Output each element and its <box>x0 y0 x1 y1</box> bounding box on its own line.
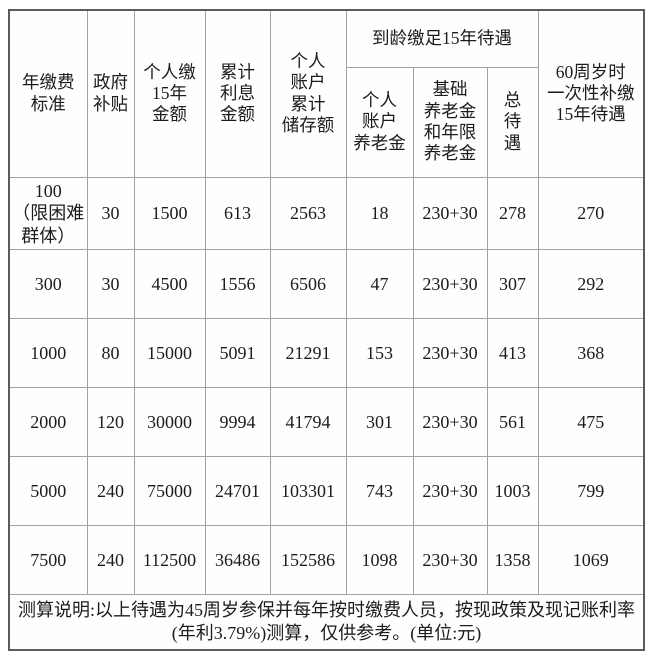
group-header-benefits-after-15yr: 到龄缴足15年待遇 <box>345 9 539 68</box>
table-cell: 15000 <box>133 318 206 388</box>
table-row: 5000 240 75000 24701 103301 743 230+30 1003 799 <box>8 456 645 526</box>
table-cell: 230+30 <box>412 456 488 526</box>
table-cell: 120 <box>86 387 135 457</box>
col-header-personal-account-total: 个人 账户 累计 储存额 <box>269 9 347 178</box>
table-cell: 230+30 <box>412 176 488 250</box>
table-cell: 80 <box>86 318 135 388</box>
table-cell: 2000 <box>8 387 88 457</box>
col-header-personal-15yr-amount: 个人缴 15年 金额 <box>133 9 206 178</box>
table-cell: 6506 <box>269 249 347 319</box>
table-cell: 1500 <box>133 176 206 250</box>
table-cell: 5000 <box>8 456 88 526</box>
table-cell: 24701 <box>204 456 271 526</box>
table-cell: 413 <box>486 318 539 388</box>
table-cell: 1003 <box>486 456 539 526</box>
table-cell: 799 <box>537 456 645 526</box>
table-cell: 1069 <box>537 525 645 595</box>
table-cell: 230+30 <box>412 249 488 319</box>
table-cell: 21291 <box>269 318 347 388</box>
table-cell: 9994 <box>204 387 271 457</box>
col-header-personal-account-pension: 个人 账户 养老金 <box>345 66 414 178</box>
table-cell: 18 <box>345 176 414 250</box>
table-row: 2000 120 30000 9994 41794 301 230+30 561 475 <box>8 387 645 457</box>
table-cell: 230+30 <box>412 525 488 595</box>
note-row: 测算说明:以上待遇为45周岁参保并每年按时缴费人员，按现政策及现记账利率(年利3… <box>8 594 645 650</box>
table-cell: 5091 <box>204 318 271 388</box>
table-cell: 153 <box>345 318 414 388</box>
col-header-accumulated-interest: 累计 利息 金额 <box>204 9 271 178</box>
table-cell: 1000 <box>8 318 88 388</box>
table-cell: 292 <box>537 249 645 319</box>
col-header-basic-and-years-pension: 基础 养老金 和年限 养老金 <box>412 66 488 178</box>
table-cell: 2563 <box>269 176 347 250</box>
table-cell: 240 <box>86 525 135 595</box>
table-cell: 307 <box>486 249 539 319</box>
table-row: 7500 240 112500 36486 152586 1098 230+30 1358 10… <box>8 525 645 595</box>
pension-benefits-table: 年缴费 标准 政府 补贴 个人缴 15年 金额 累计 利息 金额 个人 账户 累… <box>8 9 646 651</box>
table-cell: 41794 <box>269 387 347 457</box>
table-cell: 300 <box>8 249 88 319</box>
table-cell: 47 <box>345 249 414 319</box>
table-cell: 1098 <box>345 525 414 595</box>
table-cell: 613 <box>204 176 271 250</box>
col-header-total-benefit: 总 待 遇 <box>486 66 539 178</box>
table-cell: 30 <box>86 249 135 319</box>
table-row: 100 （限困难 群体） 30 1500 613 2563 18 230+30 278 270 <box>8 176 645 250</box>
table-row: 300 30 4500 1556 6506 47 230+30 307 292 <box>8 249 645 319</box>
table-cell: 30 <box>86 176 135 250</box>
table-cell: 270 <box>537 176 645 250</box>
table-cell: 368 <box>537 318 645 388</box>
table-footer: 测算说明:以上待遇为45周岁参保并每年按时缴费人员，按现政策及现记账利率(年利3… <box>8 594 645 650</box>
table-cell: 7500 <box>8 525 88 595</box>
col-header-lumpsum-at-60: 60周岁时 一次性补缴 15年待遇 <box>537 9 645 178</box>
calculation-note: 测算说明:以上待遇为45周岁参保并每年按时缴费人员，按现政策及现记账利率(年利3… <box>8 594 645 650</box>
table-cell: 561 <box>486 387 539 457</box>
table-cell: 240 <box>86 456 135 526</box>
header-row-sub: 个人 账户 养老金 基础 养老金 和年限 养老金 总 待 遇 <box>9 66 644 178</box>
table-cell: 103301 <box>269 456 347 526</box>
table-cell: 152586 <box>269 525 347 595</box>
table-cell: 301 <box>345 387 414 457</box>
table-header: 年缴费 标准 政府 补贴 个人缴 15年 金额 累计 利息 金额 个人 账户 累… <box>8 9 645 178</box>
table-body: 100 （限困难 群体） 30 1500 613 2563 18 230+30 278 270 3… <box>8 176 645 595</box>
col-header-annual-payment-standard: 年缴费 标准 <box>8 9 88 178</box>
col-header-government-subsidy: 政府 补贴 <box>86 9 135 178</box>
table-cell: 112500 <box>133 525 206 595</box>
table-cell: 30000 <box>133 387 206 457</box>
table-cell: 75000 <box>133 456 206 526</box>
header-row-group: 年缴费 标准 政府 补贴 个人缴 15年 金额 累计 利息 金额 个人 账户 累… <box>8 9 645 178</box>
table-cell: 1556 <box>204 249 271 319</box>
table-cell: 36486 <box>204 525 271 595</box>
table-cell: 475 <box>537 387 645 457</box>
table-cell: 100 （限困难 群体） <box>8 176 88 250</box>
table-cell: 4500 <box>133 249 206 319</box>
table-cell: 278 <box>486 176 539 250</box>
table-row: 1000 80 15000 5091 21291 153 230+30 413 368 <box>8 318 645 388</box>
table-cell: 230+30 <box>412 318 488 388</box>
table-cell: 230+30 <box>412 387 488 457</box>
table-cell: 1358 <box>486 525 539 595</box>
table-cell: 743 <box>345 456 414 526</box>
